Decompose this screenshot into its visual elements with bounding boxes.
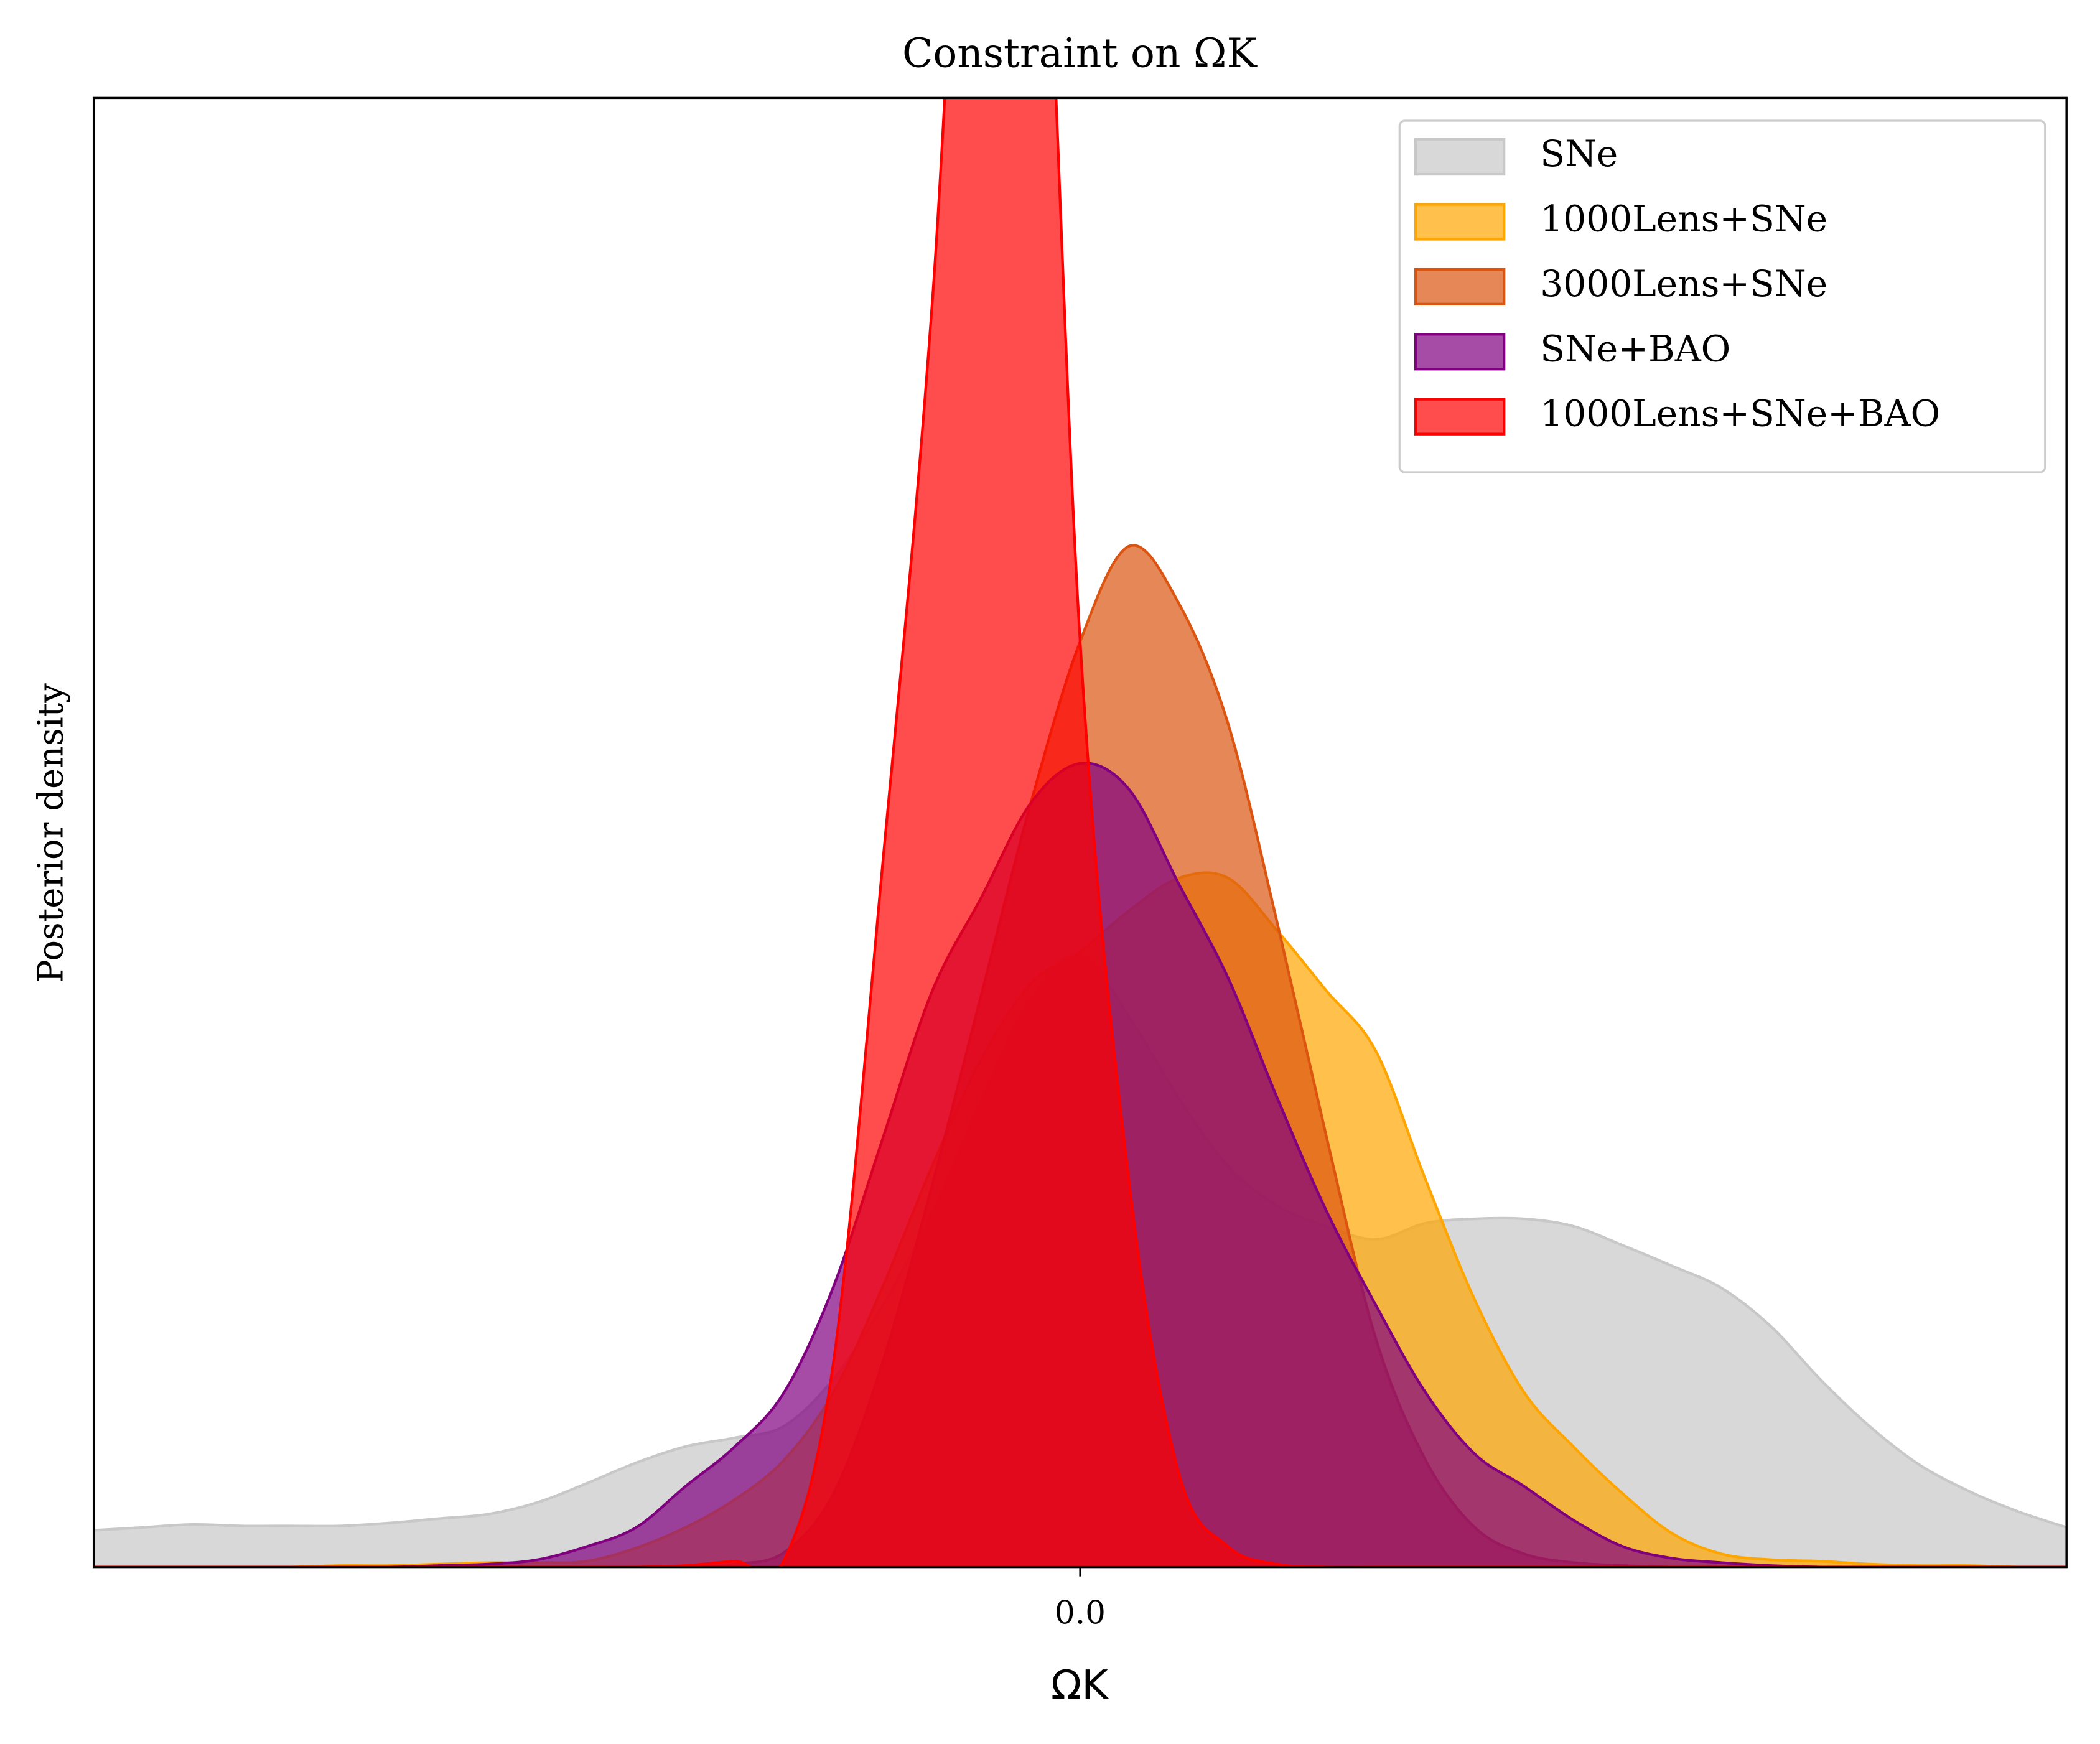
legend: SNe 1000Lens+SNe 3000Lens+SNe SNe+BAO 1000Le… bbox=[1398, 119, 2046, 473]
legend-label: 1000Lens+SNe bbox=[1540, 198, 1827, 240]
x-axis-label: ΩK bbox=[1051, 1662, 1109, 1709]
plot-area bbox=[93, 98, 2067, 1567]
chart-title: Constraint on ΩK bbox=[902, 30, 1258, 77]
legend-swatch bbox=[1414, 268, 1506, 306]
legend-swatch bbox=[1414, 138, 1506, 176]
legend-swatch bbox=[1414, 333, 1506, 371]
legend-label: 3000Lens+SNe bbox=[1540, 263, 1827, 305]
legend-swatch bbox=[1414, 398, 1506, 436]
legend-swatch bbox=[1414, 203, 1506, 241]
area-fill bbox=[93, 98, 2067, 1567]
legend-label: SNe+BAO bbox=[1540, 327, 1730, 370]
legend-label: 1000Lens+SNe+BAO bbox=[1540, 393, 1940, 435]
legend-frame bbox=[1398, 119, 2046, 473]
x-tick-label: 0.0 bbox=[1055, 1595, 1106, 1632]
legend-label: SNe bbox=[1540, 133, 1618, 175]
y-axis-label: Posterior density bbox=[31, 683, 72, 983]
